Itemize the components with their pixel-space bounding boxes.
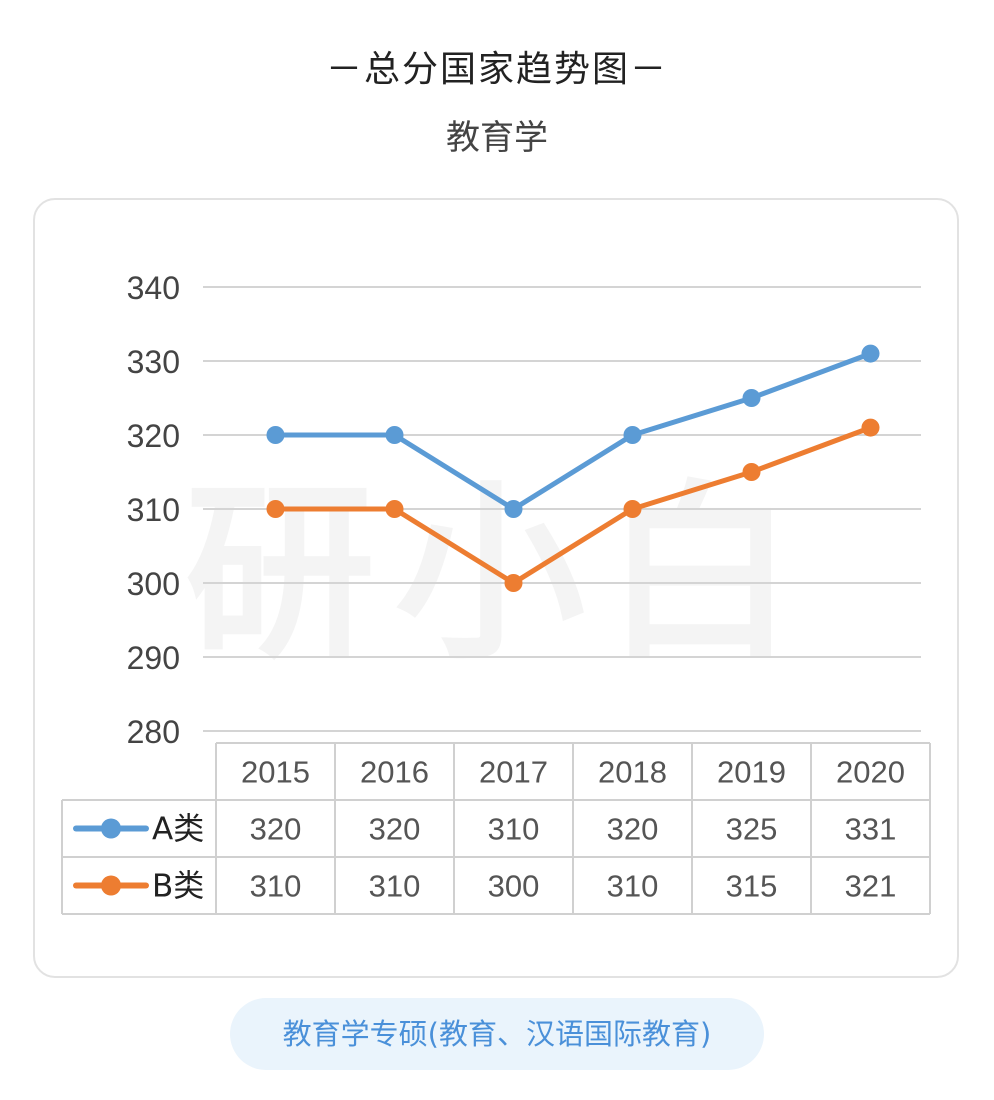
table-value: 300 <box>488 869 540 904</box>
y-tick-label: 340 <box>127 270 180 306</box>
legend-label: A类 <box>152 812 204 848</box>
data-point <box>385 426 404 444</box>
y-axis-ticks: 280 290 300 310 320 330 340 <box>127 270 180 750</box>
table-value: 310 <box>488 812 540 847</box>
x-category-label: 2020 <box>836 755 905 790</box>
x-category-label: 2017 <box>479 755 548 790</box>
legend-label: B类 <box>152 869 204 905</box>
series-line <box>273 351 873 512</box>
data-point <box>623 426 642 444</box>
legend-marker <box>101 875 121 896</box>
watermark: 研小白 <box>185 464 815 685</box>
y-tick-label: 300 <box>127 566 180 602</box>
data-point <box>623 500 642 518</box>
table-value: 331 <box>845 812 897 847</box>
data-point <box>861 344 880 363</box>
y-tick-label: 310 <box>127 492 180 528</box>
table-value: 320 <box>369 812 421 847</box>
data-point <box>504 500 523 518</box>
x-category-label: 2016 <box>360 755 429 790</box>
chart-card <box>33 198 959 978</box>
table-value: 310 <box>369 869 421 904</box>
data-point <box>504 574 523 592</box>
table-value: 320 <box>607 812 659 847</box>
data-point <box>385 500 404 518</box>
legend-marker <box>101 818 121 839</box>
data-point <box>742 463 761 481</box>
table-value: 320 <box>250 812 302 847</box>
series-lines <box>266 344 880 592</box>
x-category-label: 2019 <box>717 755 786 790</box>
chart-subtitle: 教育学 <box>446 118 548 158</box>
series-line <box>273 425 873 586</box>
data-table: 2015 2016 2017 2018 2019 2020 A类 320 320 310 320 32… <box>61 742 931 915</box>
table-value: 325 <box>726 812 778 847</box>
table-value: 310 <box>250 869 302 904</box>
table-value: 315 <box>726 869 778 904</box>
y-tick-label: 330 <box>127 344 180 380</box>
y-tick-label: 280 <box>127 714 180 750</box>
chart-title: －总分国家趋势图－ <box>325 49 668 90</box>
table-value: 321 <box>845 869 897 904</box>
data-point <box>742 389 761 407</box>
x-category-label: 2015 <box>241 755 310 790</box>
table-value: 310 <box>607 869 659 904</box>
x-category-label: 2018 <box>598 755 667 790</box>
footer-category-pill[interactable]: 教育学专硕(教育、汉语国际教育) <box>230 998 764 1070</box>
data-point <box>861 418 880 437</box>
y-tick-label: 320 <box>127 418 180 454</box>
data-point <box>266 426 285 444</box>
y-tick-label: 290 <box>127 640 180 676</box>
data-point <box>266 500 285 518</box>
